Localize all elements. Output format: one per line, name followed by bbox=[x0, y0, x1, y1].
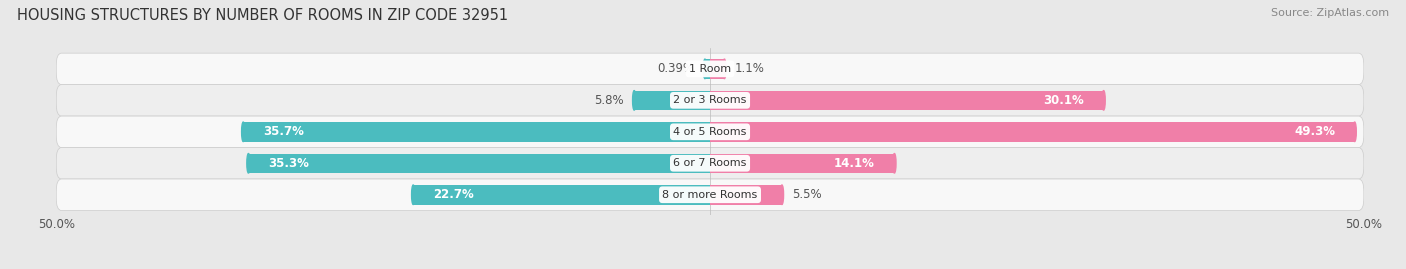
Ellipse shape bbox=[1353, 122, 1357, 141]
Bar bbox=[704, 59, 710, 79]
Text: 5.8%: 5.8% bbox=[595, 94, 624, 107]
Text: 22.7%: 22.7% bbox=[433, 188, 474, 201]
Ellipse shape bbox=[412, 185, 415, 204]
Text: 0.39%: 0.39% bbox=[658, 62, 695, 75]
Bar bbox=[634, 91, 710, 110]
FancyBboxPatch shape bbox=[56, 53, 1364, 85]
FancyBboxPatch shape bbox=[56, 85, 1364, 116]
Text: 2 or 3 Rooms: 2 or 3 Rooms bbox=[673, 95, 747, 105]
Bar bbox=[249, 154, 710, 173]
Text: Source: ZipAtlas.com: Source: ZipAtlas.com bbox=[1271, 8, 1389, 18]
Text: 35.7%: 35.7% bbox=[263, 125, 304, 138]
Text: 35.3%: 35.3% bbox=[269, 157, 309, 170]
Text: 1.1%: 1.1% bbox=[735, 62, 765, 75]
Ellipse shape bbox=[780, 185, 783, 204]
Text: 14.1%: 14.1% bbox=[834, 157, 875, 170]
Text: 49.3%: 49.3% bbox=[1294, 125, 1336, 138]
Bar bbox=[710, 122, 1354, 141]
Bar bbox=[243, 122, 710, 141]
Ellipse shape bbox=[703, 59, 707, 79]
Ellipse shape bbox=[242, 122, 245, 141]
Text: 4 or 5 Rooms: 4 or 5 Rooms bbox=[673, 127, 747, 137]
Text: 8 or more Rooms: 8 or more Rooms bbox=[662, 190, 758, 200]
Text: 5.5%: 5.5% bbox=[793, 188, 823, 201]
Ellipse shape bbox=[1102, 91, 1105, 110]
Bar bbox=[710, 91, 1104, 110]
Bar bbox=[710, 185, 782, 204]
Ellipse shape bbox=[893, 154, 896, 173]
Ellipse shape bbox=[723, 59, 725, 79]
FancyBboxPatch shape bbox=[56, 116, 1364, 147]
Text: 6 or 7 Rooms: 6 or 7 Rooms bbox=[673, 158, 747, 168]
Bar bbox=[710, 154, 894, 173]
Legend: Owner-occupied, Renter-occupied: Owner-occupied, Renter-occupied bbox=[583, 267, 837, 269]
Ellipse shape bbox=[247, 154, 250, 173]
FancyBboxPatch shape bbox=[56, 147, 1364, 179]
Text: 30.1%: 30.1% bbox=[1043, 94, 1084, 107]
Bar bbox=[710, 59, 724, 79]
Text: 1 Room: 1 Room bbox=[689, 64, 731, 74]
Ellipse shape bbox=[633, 91, 636, 110]
Bar bbox=[413, 185, 710, 204]
FancyBboxPatch shape bbox=[56, 179, 1364, 210]
Text: HOUSING STRUCTURES BY NUMBER OF ROOMS IN ZIP CODE 32951: HOUSING STRUCTURES BY NUMBER OF ROOMS IN… bbox=[17, 8, 508, 23]
